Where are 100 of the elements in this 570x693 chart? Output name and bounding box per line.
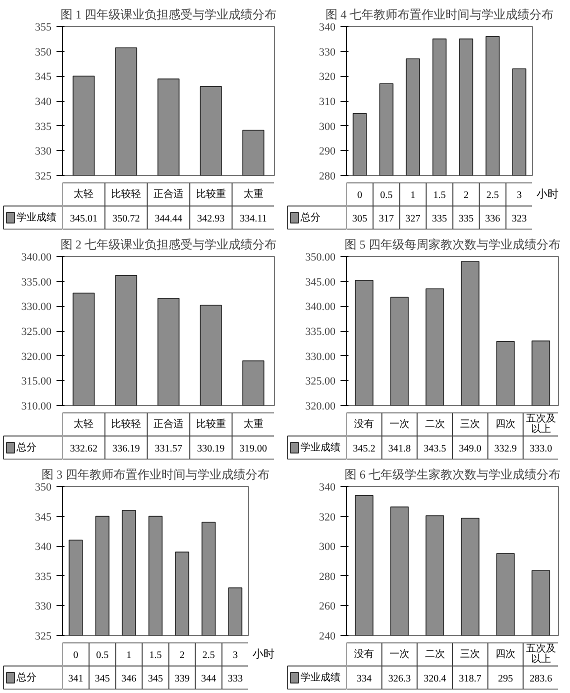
data-label: 336: [485, 213, 500, 224]
x-tick-label: 0.5: [380, 190, 393, 201]
y-tick-label: 290: [319, 146, 336, 158]
data-label: 305: [352, 213, 368, 224]
data-label: 341: [68, 673, 84, 684]
y-tick-label: 300: [319, 120, 336, 133]
y-tick-label: 330.00: [21, 301, 52, 314]
y-tick-label: 300: [319, 541, 336, 554]
data-label: 349.0: [458, 443, 482, 454]
x-tick-label: 1: [410, 190, 416, 201]
y-tick-label: 340: [319, 482, 336, 494]
data-label: 332.62: [70, 443, 98, 454]
data-label: 331.57: [154, 443, 182, 454]
y-tick-label: 310.00: [21, 400, 52, 412]
chart-title: 图 5 四年级每周家教次数与学业成绩分布: [344, 238, 560, 252]
x-tick-label: 0: [73, 650, 78, 661]
data-label: 320.4: [424, 673, 446, 684]
data-label: 350.72: [112, 213, 140, 224]
y-tick-label: 350: [35, 482, 52, 494]
y-tick-label: 330: [35, 146, 52, 158]
x-tick-label: 三次: [460, 418, 480, 430]
x-tick-label: 二次: [424, 648, 445, 660]
y-tick-label: 335: [35, 570, 52, 583]
data-label: 335: [458, 213, 474, 224]
x-tick-label: 一次: [390, 648, 410, 660]
y-tick-label: 340: [35, 96, 52, 108]
x-tick-label: 2: [180, 650, 185, 661]
x-tick-label: 3: [516, 190, 522, 201]
x-tick-label: 0.5: [96, 650, 109, 661]
y-tick-label: 325.00: [21, 326, 52, 338]
x-tick-label: 3: [232, 650, 238, 661]
y-tick-label: 280: [319, 170, 336, 182]
y-tick-label: 335.00: [305, 326, 336, 338]
y-tick-label: 345: [35, 511, 52, 524]
data-label: 333: [228, 673, 243, 684]
data-label: 341.8: [388, 443, 411, 454]
x-tick-label: 五次及以上: [526, 414, 556, 435]
data-label: 332.9: [494, 443, 517, 454]
y-tick-label: 240: [319, 630, 336, 642]
data-label: 295: [498, 673, 513, 684]
y-tick-label: 325.00: [305, 376, 336, 388]
y-tick-label: 280: [319, 570, 336, 583]
y-tick-label: 330: [35, 600, 52, 613]
y-tick-label: 320: [319, 511, 336, 524]
x-tick-label: 比较轻: [111, 188, 142, 200]
y-tick-label: 325: [35, 630, 52, 642]
data-label: 345: [94, 673, 110, 684]
x-tick-label: 1.5: [149, 650, 162, 661]
y-tick-label: 260: [319, 600, 336, 613]
x-tick-label: 没有: [354, 418, 374, 430]
legend-label: 总分: [16, 671, 36, 684]
x-tick-label: 2.5: [202, 650, 215, 661]
data-label: 283.6: [530, 673, 552, 684]
y-tick-label: 325: [35, 170, 52, 182]
x-tick-label: 比较轻: [111, 418, 142, 430]
x-tick-label: 没有: [354, 648, 374, 660]
y-tick-label: 340.00: [21, 252, 52, 264]
data-label: 318.7: [458, 673, 482, 684]
x-tick-label: 二次: [424, 418, 445, 430]
y-tick-label: 330: [319, 46, 336, 58]
y-tick-label: 350: [35, 46, 52, 58]
data-label: 339: [174, 673, 190, 684]
x-tick-label: 一次: [390, 418, 410, 430]
y-tick-label: 310: [319, 96, 336, 108]
chart-title: 图 2 七年级课业负担感受与学业成绩分布: [60, 238, 276, 252]
y-tick-label: 315.00: [21, 376, 52, 388]
x-tick-label: 太重: [243, 188, 264, 200]
data-label: 342.93: [197, 213, 225, 224]
y-tick-label: 345.00: [305, 276, 336, 288]
chart-title: 图 3 四年教师布置作业时间与学业成绩分布: [42, 468, 270, 482]
data-label: 346: [121, 673, 136, 684]
x-tick-label: 1: [126, 650, 132, 661]
y-tick-label: 345: [35, 71, 52, 84]
x-tick-label: 正合适: [154, 188, 184, 200]
y-tick-label: 330.00: [305, 350, 336, 363]
data-label: 327: [405, 213, 420, 224]
y-tick-label: 340: [35, 541, 52, 554]
data-label: 323: [512, 213, 527, 224]
y-tick-label: 320.00: [305, 400, 336, 412]
y-tick-label: 335.00: [21, 276, 52, 288]
chart-title: 图 1 四年级课业负担感受与学业成绩分布: [60, 8, 276, 22]
data-label: 333.0: [530, 443, 552, 454]
chart-title: 图 6 七年级学生家教次数与学业成绩分布: [344, 468, 560, 482]
data-label: 335: [432, 213, 447, 224]
x-tick-label: 太轻: [74, 188, 94, 200]
x-tick-label: 2: [464, 190, 469, 201]
x-tick-label: 1.5: [433, 190, 446, 201]
x-tick-label: 比较重: [196, 188, 226, 200]
data-label: 334: [356, 673, 372, 684]
y-tick-label: 355: [35, 22, 52, 34]
x-tick-label: 太重: [243, 418, 264, 430]
x-tick-label: 四次: [496, 648, 516, 660]
y-tick-label: 350.00: [305, 252, 336, 264]
x-tick-label: 太轻: [74, 418, 94, 430]
x-tick-label: 比较重: [196, 418, 226, 430]
x-axis-title: 小时: [252, 647, 274, 660]
legend-label: 学业成绩: [16, 211, 56, 224]
data-label: 334.11: [240, 213, 267, 224]
x-axis-title: 小时: [536, 187, 558, 200]
data-label: 336.19: [112, 443, 140, 454]
